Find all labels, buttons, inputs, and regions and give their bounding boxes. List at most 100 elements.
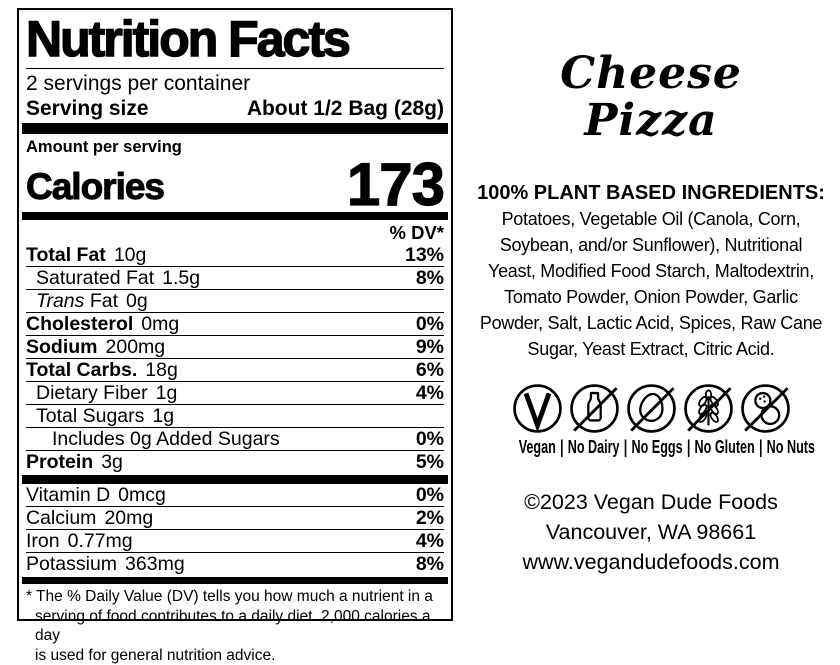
- nutrient-dv: 5%: [416, 452, 444, 472]
- ingredients-line: Yeast, Modified Food Starch, Maltodextri…: [462, 258, 840, 284]
- ingredients-line: Potatoes, Vegetable Oil (Canola, Corn,: [462, 206, 840, 232]
- nutrient-amount: 0mg: [141, 313, 179, 335]
- nutrient-dv: 0%: [416, 314, 444, 334]
- daily-value-header: % DV*: [26, 220, 444, 244]
- ingredients-line: Soybean, and/or Sunflower), Nutritional: [462, 232, 840, 258]
- nutrient-amount: 200mg: [106, 336, 166, 358]
- ingredients-heading: 100% PLANT BASED INGREDIENTS:: [462, 180, 840, 206]
- ingredients-line: Powder, Salt, Lactic Acid, Spices, Raw C…: [462, 310, 840, 336]
- nutrient-amount: 3g: [101, 451, 123, 473]
- address-line: Vancouver, WA 98661: [462, 517, 840, 547]
- nutrient-amount: 363mg: [125, 553, 185, 575]
- no-nuts-icon: [739, 382, 792, 435]
- nutrient-amount: 18g: [145, 359, 178, 381]
- calories-label: Calories: [26, 165, 164, 209]
- product-name-line: Pizza: [462, 97, 840, 144]
- footnote-line: serving of food contributes to a daily d…: [26, 607, 444, 646]
- nutrient-name: Total Carbs.18g: [26, 360, 178, 380]
- nutrient-dv: 0%: [416, 485, 444, 505]
- badge-label-no-nuts: No Nuts: [767, 437, 815, 457]
- nutrient-amount: 20mg: [104, 507, 153, 529]
- product-name-line: Cheese: [462, 50, 840, 97]
- serving-size-label: Serving size: [26, 96, 149, 121]
- thick-bar: [22, 475, 448, 484]
- dietary-badge-icons: [462, 382, 840, 435]
- dietary-badges: Vegan|No Dairy|No Eggs|No Gluten|No Nuts: [462, 382, 840, 457]
- ingredients-line: Sugar, Yeast Extract, Citric Acid.: [462, 336, 840, 362]
- badge-label-no-eggs: No Eggs: [632, 437, 683, 457]
- vegan-icon: [511, 382, 564, 435]
- nutrient-amount: 1g: [156, 382, 178, 404]
- nutrient-dv: 8%: [416, 554, 444, 574]
- nutrition-facts-title: Nutrition Facts: [26, 10, 444, 67]
- badge-separator: |: [759, 437, 763, 457]
- nutrient-amount: 0.77mg: [68, 530, 133, 552]
- footnote-line: * The % Daily Value (DV) tells you how m…: [26, 587, 444, 607]
- badge-label-no-dairy: No Dairy: [568, 437, 620, 457]
- nutrient-row: Includes 0g Added Sugars 0%: [26, 427, 444, 450]
- nutrient-name: Includes 0g Added Sugars: [26, 429, 280, 449]
- nutrient-row: Total Carbs.18g 6%: [26, 358, 444, 381]
- dietary-badge-labels: Vegan|No Dairy|No Eggs|No Gluten|No Nuts: [519, 437, 784, 457]
- nutrient-amount: 10g: [114, 244, 147, 266]
- website-line: www.vegandudefoods.com: [462, 547, 840, 577]
- ingredients-line: Tomato Powder, Onion Powder, Garlic: [462, 284, 840, 310]
- no-gluten-icon: [682, 382, 735, 435]
- badge-separator: |: [687, 437, 691, 457]
- nutrient-dv: 4%: [416, 383, 444, 403]
- calories-value: 173: [347, 161, 444, 209]
- nutrient-dv: 0%: [416, 429, 444, 449]
- badge-separator: |: [560, 437, 564, 457]
- serving-size-row: Serving size About 1/2 Bag (28g): [26, 96, 444, 121]
- nutrient-amount: 0mcg: [118, 484, 166, 506]
- badge-separator: |: [624, 437, 628, 457]
- nutrient-dv: 9%: [416, 337, 444, 357]
- no-eggs-icon: [625, 382, 678, 435]
- footnote-line: is used for general nutrition advice.: [26, 646, 444, 665]
- no-dairy-icon: [568, 382, 621, 435]
- label-right-column: Cheese Pizza 100% PLANT BASED INGREDIENT…: [462, 0, 840, 630]
- nutrient-dv: 6%: [416, 360, 444, 380]
- product-name: Cheese Pizza: [462, 50, 840, 144]
- serving-size-value: About 1/2 Bag (28g): [247, 96, 444, 121]
- nutrient-amount: 0g: [126, 290, 148, 312]
- thick-bar: [22, 123, 448, 134]
- nutrient-dv: 2%: [416, 508, 444, 528]
- nutrient-dv: 13%: [405, 245, 444, 265]
- daily-value-footnote: * The % Daily Value (DV) tells you how m…: [26, 584, 444, 665]
- badge-label-vegan: Vegan: [519, 437, 556, 457]
- ingredients-block: 100% PLANT BASED INGREDIENTS: Potatoes, …: [462, 180, 840, 362]
- nutrition-facts-panel: Nutrition Facts 2 servings per container…: [17, 8, 453, 621]
- copyright-line: ©2023 Vegan Dude Foods: [462, 487, 840, 517]
- badge-label-no-gluten: No Gluten: [695, 437, 755, 457]
- company-footer: ©2023 Vegan Dude Foods Vancouver, WA 986…: [462, 487, 840, 577]
- thick-bar: [22, 577, 448, 584]
- nutrient-amount: 1g: [152, 405, 174, 427]
- servings-per-container: 2 servings per container: [26, 69, 444, 96]
